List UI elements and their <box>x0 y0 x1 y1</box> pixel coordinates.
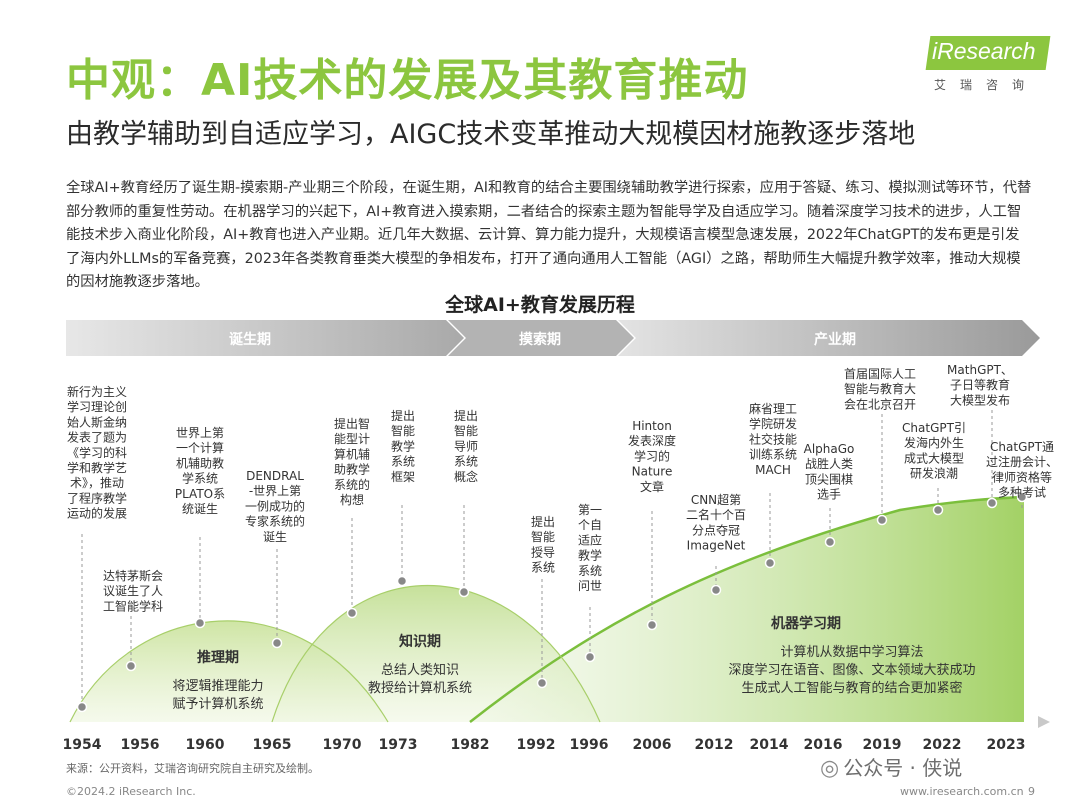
year-label-1970: 1970 <box>323 737 362 753</box>
event-marker-1973 <box>396 575 408 587</box>
event-label-1996: 第一个自适应教学系统问世 <box>578 503 602 593</box>
phase-label-birth: 诞生期 <box>229 331 271 348</box>
era-label-knowledge: 知识期 <box>399 633 441 650</box>
year-label-1960: 1960 <box>186 737 225 753</box>
year-label-1965: 1965 <box>253 737 292 753</box>
event-marker-2019 <box>876 514 888 526</box>
event-marker-1996 <box>584 651 596 663</box>
event-marker-2016 <box>824 536 836 548</box>
year-label-1996: 1996 <box>570 737 609 753</box>
year-label-2016: 2016 <box>804 737 843 753</box>
era-curve-ml-line <box>469 495 1025 723</box>
page-subtitle: 由教学辅助到自适应学习，AIGC技术变革推动大规模因材施教逐步落地 <box>66 119 916 150</box>
phase-label-industry: 产业期 <box>814 331 856 348</box>
event-label-1960: 世界上第一个计算机辅助教学系统 PLATO系统诞生 <box>175 426 225 516</box>
year-label-1982: 1982 <box>451 737 490 753</box>
event-label-2023b: ChatGPT通过注册会计、律师资格等多种考试 <box>986 440 1058 500</box>
event-marker-1956 <box>125 660 137 672</box>
logo-subtext: 艾瑞咨询 <box>934 78 1039 92</box>
era-desc-reasoning-1: 将逻辑推理能力 <box>172 679 263 694</box>
intro-paragraph: 全球AI+教育经历了诞生期-摸索期-产业期三个阶段，在诞生期，AI和教育的结合主… <box>66 180 1032 290</box>
event-label-2014: 麻省理工学院研发社交技能训练系统 MACH <box>749 401 797 477</box>
watermark: ◎ 公众号 · 侠说 <box>820 752 962 781</box>
year-label-2006: 2006 <box>633 737 672 753</box>
event-marker-2012 <box>710 584 722 596</box>
era-desc-knowledge-1: 总结人类知识 <box>381 662 459 678</box>
year-label-2022: 2022 <box>923 737 962 753</box>
footer-website: www.iresearch.com.cn <box>900 785 1024 798</box>
event-marker-1970 <box>346 607 358 619</box>
era-desc-knowledge-2: 教授给计算机系统 <box>368 680 472 696</box>
event-label-1956: 达特茅斯会议诞生了人工智能学科 <box>103 568 163 613</box>
event-label-2023a: MathGPT、子日等教育大模型发布 <box>947 363 1013 407</box>
event-marker-2023a <box>986 497 998 509</box>
event-label-1992: 提出智能授导系统 <box>531 514 555 575</box>
event-label-1965: DENDRAL -世界上第一例成功的专家系统的诞生 <box>245 469 305 544</box>
event-label-1970: 提出智能型计算机辅助教学系统的构想 <box>334 416 370 507</box>
event-marker-2014 <box>764 557 776 569</box>
event-marker-2022 <box>932 504 944 516</box>
source-note: 来源：公开资料，艾瑞咨询研究院自主研究及绘制。 <box>66 762 319 775</box>
event-label-2006: Hinton 发表深度学习的 Nature 文章 <box>628 419 676 494</box>
year-label-1956: 1956 <box>121 737 160 753</box>
event-label-2016: AlphaGo 战胜人类顶尖围棋选手 <box>804 442 855 502</box>
year-label-2012: 2012 <box>695 737 734 753</box>
phase-segment-industry <box>618 320 1040 356</box>
chart-title: 全球AI+教育发展历程 <box>445 294 635 316</box>
phase-segment-explore <box>448 320 634 356</box>
year-label-1992: 1992 <box>517 737 556 753</box>
year-label-2014: 2014 <box>750 737 789 753</box>
year-label-1954: 1954 <box>63 737 102 753</box>
era-desc-ml-2: 深度学习在语音、图像、文本领域大获成功 <box>728 662 975 678</box>
event-marker-1954 <box>76 701 88 713</box>
event-label-2012: CNN超第二名十个百分点夺冠 ImageNet <box>686 492 746 553</box>
footer-copyright: ©2024.2 iResearch Inc. <box>66 785 196 798</box>
iresearch-logo: iResearch 艾瑞咨询 <box>925 36 1051 98</box>
year-label-2019: 2019 <box>863 737 902 753</box>
event-marker-2023b <box>1016 491 1028 503</box>
event-marker-1982 <box>458 586 470 598</box>
event-marker-2006 <box>646 619 658 631</box>
page-title: 中观：AI技术的发展及其教育推动 <box>66 55 749 106</box>
phase-band: 诞生期 摸索期 产业期 <box>66 320 1040 356</box>
phase-label-explore: 摸索期 <box>519 331 561 348</box>
era-desc-ml-3: 生成式人工智能与教育的结合更加紧密 <box>741 680 962 696</box>
logo-text: iResearch <box>932 38 1036 64</box>
page-number: 9 <box>1028 785 1035 798</box>
era-desc-ml-1: 计算机从数据中学习算法 <box>780 644 923 660</box>
year-label-1973: 1973 <box>379 737 418 753</box>
event-label-2022: ChatGPT引发海内外生成式大模型研发浪潮 <box>902 421 966 481</box>
era-curve-ml-area <box>470 497 1024 722</box>
era-desc-reasoning-2: 赋予计算机系统 <box>172 697 263 712</box>
event-label-1982: 提出智能导师系统概念 <box>454 408 478 484</box>
event-label-2019: 首届国际人工智能与教育大会在北京召开 <box>844 367 916 411</box>
time-axis-arrow <box>1038 716 1050 728</box>
era-label-ml: 机器学习期 <box>771 615 841 632</box>
wechat-icon: ◎ <box>820 756 840 781</box>
event-label-1954: 新行为主义学习理论创始人斯金纳发表了题为《学习的科学和教学艺术》，推动了程序教学… <box>67 384 127 521</box>
event-marker-1965 <box>271 637 283 649</box>
event-label-1973: 提出智能教学系统框架 <box>391 408 415 484</box>
event-marker-1992 <box>536 677 548 689</box>
watermark-text: 公众号 · 侠说 <box>843 756 963 780</box>
year-label-2023: 2023 <box>987 737 1026 753</box>
event-marker-1960 <box>194 617 206 629</box>
phase-segment-birth <box>66 320 464 356</box>
era-label-reasoning: 推理期 <box>197 649 239 666</box>
